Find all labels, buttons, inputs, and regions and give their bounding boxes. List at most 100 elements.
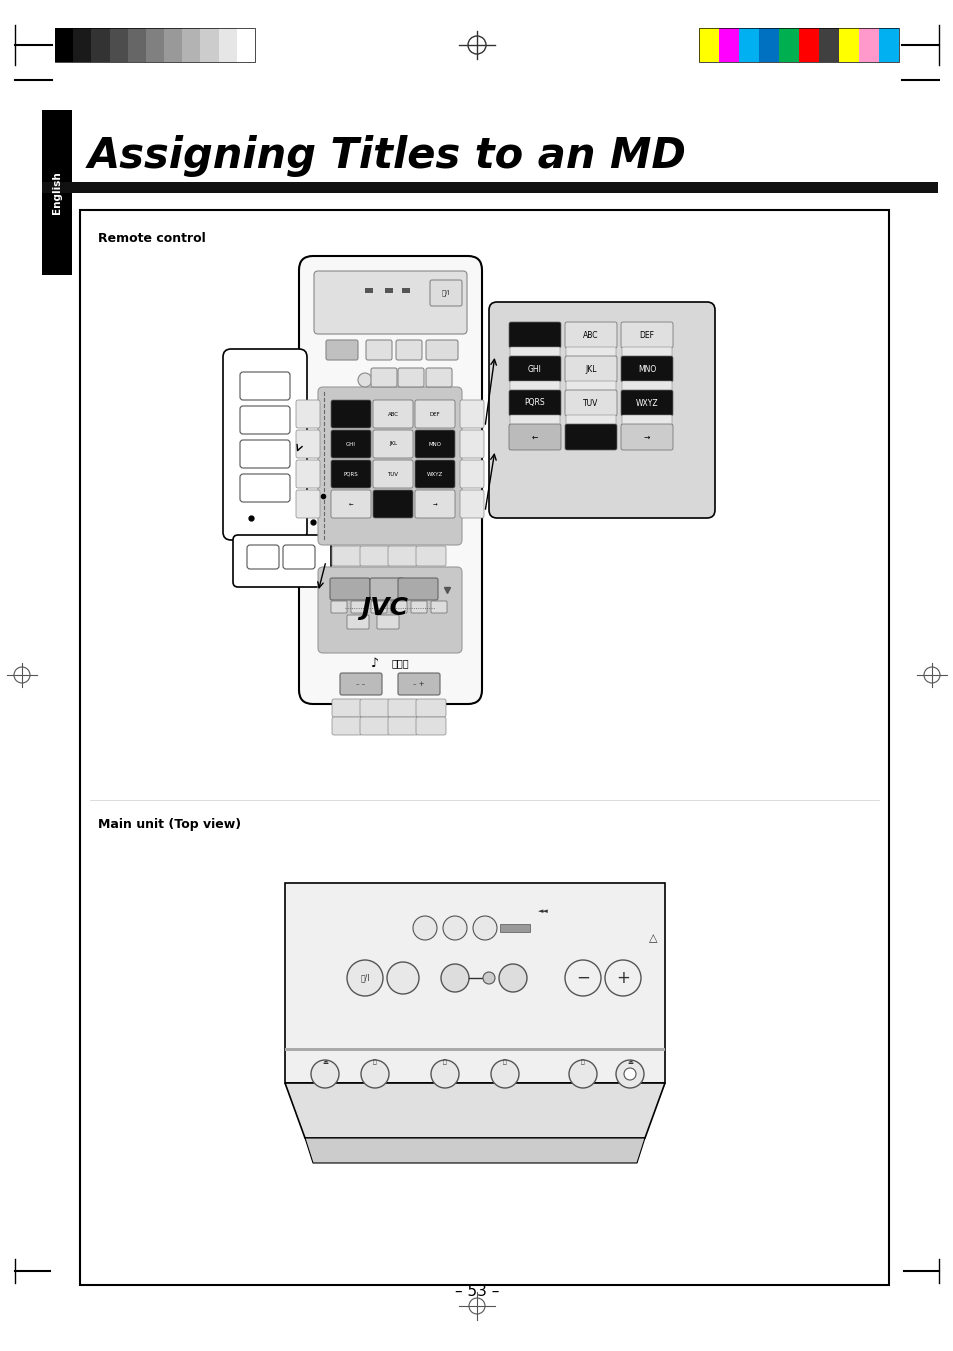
FancyBboxPatch shape bbox=[620, 357, 672, 382]
Circle shape bbox=[491, 1061, 518, 1088]
Text: ⏏: ⏏ bbox=[626, 1059, 632, 1065]
Bar bbox=[858, 28, 878, 62]
Text: ⏏: ⏏ bbox=[322, 1059, 328, 1065]
FancyBboxPatch shape bbox=[371, 367, 396, 386]
Text: WXYZ: WXYZ bbox=[635, 399, 658, 408]
FancyBboxPatch shape bbox=[397, 578, 437, 600]
Text: ←: ← bbox=[349, 501, 353, 507]
FancyBboxPatch shape bbox=[359, 717, 390, 735]
FancyBboxPatch shape bbox=[388, 546, 417, 566]
Text: – –: – – bbox=[356, 681, 365, 688]
FancyBboxPatch shape bbox=[426, 340, 457, 359]
FancyBboxPatch shape bbox=[621, 415, 671, 427]
FancyBboxPatch shape bbox=[620, 390, 672, 416]
FancyBboxPatch shape bbox=[332, 698, 361, 717]
FancyBboxPatch shape bbox=[351, 601, 367, 613]
Text: ◄◄: ◄◄ bbox=[537, 908, 548, 915]
Bar bbox=[365, 288, 373, 293]
Text: – +: – + bbox=[413, 681, 424, 688]
Text: – 53 –: – 53 – bbox=[455, 1283, 498, 1298]
Bar bbox=[719, 28, 739, 62]
FancyBboxPatch shape bbox=[240, 474, 290, 503]
Text: English: English bbox=[52, 172, 62, 213]
FancyBboxPatch shape bbox=[331, 601, 347, 613]
FancyBboxPatch shape bbox=[331, 400, 371, 428]
Text: ⏮: ⏮ bbox=[580, 1059, 584, 1065]
FancyBboxPatch shape bbox=[397, 367, 423, 386]
FancyBboxPatch shape bbox=[564, 322, 617, 349]
Circle shape bbox=[473, 916, 497, 940]
Bar bbox=[285, 1048, 664, 1051]
Circle shape bbox=[431, 1061, 458, 1088]
Circle shape bbox=[498, 965, 526, 992]
Circle shape bbox=[568, 1061, 597, 1088]
Text: Assigning Titles to an MD: Assigning Titles to an MD bbox=[88, 135, 686, 177]
FancyBboxPatch shape bbox=[564, 357, 617, 382]
Text: PQRS: PQRS bbox=[343, 471, 358, 477]
FancyBboxPatch shape bbox=[366, 340, 392, 359]
FancyBboxPatch shape bbox=[339, 673, 381, 694]
Text: ⏻/I: ⏻/I bbox=[441, 289, 450, 296]
FancyBboxPatch shape bbox=[240, 407, 290, 434]
Bar bbox=[55, 28, 254, 62]
Text: Main unit (Top view): Main unit (Top view) bbox=[98, 817, 241, 831]
Text: JVC: JVC bbox=[361, 596, 408, 620]
Text: ⏭: ⏭ bbox=[502, 1059, 506, 1065]
Bar bbox=[838, 28, 858, 62]
Text: JKL: JKL bbox=[389, 442, 396, 446]
Text: ABC: ABC bbox=[387, 412, 398, 416]
FancyBboxPatch shape bbox=[317, 386, 461, 544]
FancyBboxPatch shape bbox=[331, 430, 371, 458]
Circle shape bbox=[357, 373, 372, 386]
FancyBboxPatch shape bbox=[416, 546, 446, 566]
Bar bbox=[182, 28, 200, 62]
Circle shape bbox=[440, 965, 469, 992]
Circle shape bbox=[360, 1061, 389, 1088]
Bar bbox=[218, 28, 236, 62]
Bar bbox=[164, 28, 182, 62]
Text: →: → bbox=[433, 501, 436, 507]
Text: ←: ← bbox=[531, 432, 537, 442]
FancyBboxPatch shape bbox=[510, 347, 559, 359]
Text: PQRS: PQRS bbox=[524, 399, 545, 408]
Bar bbox=[779, 28, 799, 62]
Bar bbox=[146, 28, 164, 62]
Bar bbox=[42, 109, 71, 276]
FancyBboxPatch shape bbox=[620, 424, 672, 450]
FancyBboxPatch shape bbox=[509, 390, 560, 416]
FancyBboxPatch shape bbox=[373, 459, 413, 488]
Text: −: − bbox=[576, 969, 589, 988]
Bar bbox=[818, 28, 838, 62]
FancyBboxPatch shape bbox=[359, 698, 390, 717]
FancyBboxPatch shape bbox=[564, 424, 617, 450]
FancyBboxPatch shape bbox=[415, 430, 455, 458]
FancyBboxPatch shape bbox=[376, 615, 398, 630]
FancyBboxPatch shape bbox=[509, 322, 560, 349]
FancyBboxPatch shape bbox=[620, 322, 672, 349]
FancyBboxPatch shape bbox=[411, 601, 427, 613]
Bar bbox=[878, 28, 898, 62]
FancyBboxPatch shape bbox=[621, 381, 671, 393]
FancyBboxPatch shape bbox=[565, 415, 616, 427]
FancyBboxPatch shape bbox=[415, 459, 455, 488]
FancyBboxPatch shape bbox=[314, 272, 467, 334]
Text: Remote control: Remote control bbox=[98, 232, 206, 245]
FancyBboxPatch shape bbox=[416, 698, 446, 717]
FancyBboxPatch shape bbox=[459, 430, 483, 458]
FancyBboxPatch shape bbox=[330, 578, 370, 600]
FancyBboxPatch shape bbox=[373, 430, 413, 458]
FancyBboxPatch shape bbox=[509, 424, 560, 450]
Text: 𝅘𝅥𝅮: 𝅘𝅥𝅮 bbox=[391, 658, 409, 667]
Bar bbox=[55, 28, 73, 62]
Circle shape bbox=[311, 1061, 338, 1088]
Circle shape bbox=[482, 971, 495, 984]
Text: →: → bbox=[643, 432, 650, 442]
Circle shape bbox=[616, 1061, 643, 1088]
FancyBboxPatch shape bbox=[295, 430, 319, 458]
FancyBboxPatch shape bbox=[373, 400, 413, 428]
Bar bbox=[236, 28, 254, 62]
Text: MNO: MNO bbox=[638, 365, 656, 373]
Bar bbox=[110, 28, 128, 62]
Text: +: + bbox=[616, 969, 629, 988]
FancyBboxPatch shape bbox=[332, 546, 361, 566]
